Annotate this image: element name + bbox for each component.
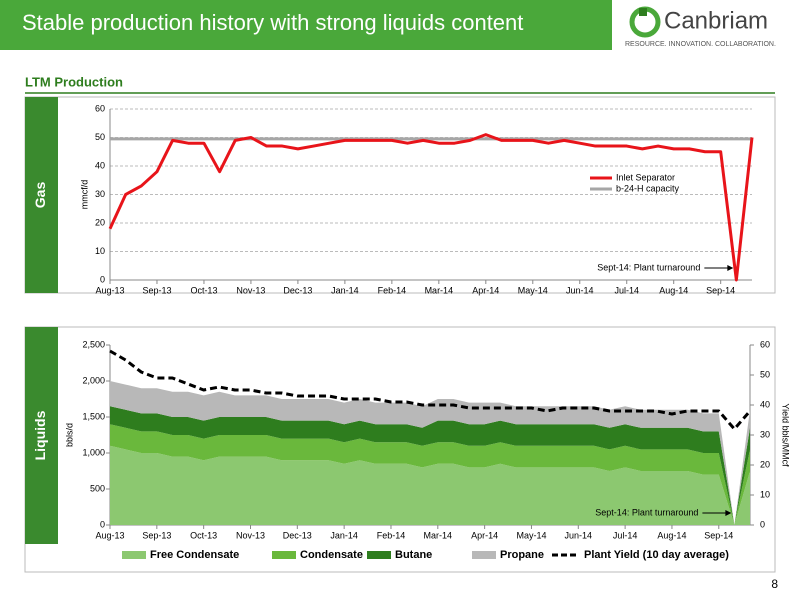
y-tick-label: 40 (95, 160, 105, 170)
y2-tick-label: 50 (760, 369, 770, 379)
y-tick-label: 0 (100, 519, 105, 529)
x-tick-label: May-14 (518, 285, 548, 295)
x-tick-label: Nov-13 (236, 285, 265, 295)
x-tick-label: Mar-14 (424, 530, 453, 540)
stacked-area (110, 381, 750, 525)
panel-label-bar (25, 97, 58, 293)
y2-tick-label: 40 (760, 399, 770, 409)
legend-swatch (122, 551, 146, 559)
x-tick-label: Aug-14 (659, 285, 688, 295)
x-tick-label: Jan-14 (330, 530, 358, 540)
x-tick-label: May-14 (516, 530, 546, 540)
legend-swatch (367, 551, 391, 559)
page-number: 8 (771, 577, 778, 591)
legend-swatch (472, 551, 496, 559)
y-tick-label: 20 (95, 217, 105, 227)
legend-label: Butane (395, 549, 432, 561)
panel-label: Liquids (32, 410, 48, 460)
y2-tick-label: 0 (760, 519, 765, 529)
x-tick-label: Sep-13 (142, 285, 171, 295)
series-line (108, 133, 754, 282)
x-tick-label: Jul-14 (613, 530, 638, 540)
annotation-arrowhead (727, 265, 734, 271)
header-bar (0, 0, 612, 50)
y-tick-label: 2,000 (82, 375, 105, 385)
legend-swatch (272, 551, 296, 559)
logo-text: Canbriam (664, 7, 768, 34)
stacked-area (110, 406, 750, 525)
stacked-area (110, 445, 750, 525)
y-tick-label: 500 (90, 483, 105, 493)
logo-mark (639, 8, 647, 16)
x-tick-label: Jun-14 (565, 530, 593, 540)
annotation-arrowhead (725, 510, 732, 516)
x-tick-label: Apr-14 (471, 530, 498, 540)
y-tick-label: 2,500 (82, 339, 105, 349)
legend-label: b-24-H capacity (616, 183, 680, 193)
x-tick-label: Jan-14 (331, 285, 359, 295)
x-tick-label: Aug-14 (657, 530, 686, 540)
legend-label: Propane (500, 549, 544, 561)
slide-title: Stable production history with strong li… (22, 10, 523, 35)
logo-tagline: RESOURCE. INNOVATION. COLLABORATION. (625, 41, 776, 48)
y-tick-label: 1,000 (82, 447, 105, 457)
y-tick-label: 50 (95, 132, 105, 142)
y-axis-title: mmcf/d (79, 180, 89, 210)
x-tick-label: Aug-13 (95, 285, 124, 295)
logo: Canbriam RESOURCE. INNOVATION. COLLABORA… (625, 6, 776, 48)
x-tick-label: Aug-13 (95, 530, 124, 540)
x-tick-label: Sep-14 (704, 530, 733, 540)
x-tick-label: Sep-14 (706, 285, 735, 295)
y-tick-label: 0 (100, 274, 105, 284)
y-axis-title: bbls/d (64, 423, 74, 447)
y-tick-label: 60 (95, 103, 105, 113)
y2-tick-label: 10 (760, 489, 770, 499)
legend-label: Free Condensate (150, 549, 239, 561)
panel-label: Gas (32, 182, 48, 209)
x-tick-label: Jun-14 (566, 285, 594, 295)
x-tick-label: Feb-14 (378, 285, 407, 295)
series-line (109, 349, 752, 431)
y-tick-label: 1,500 (82, 411, 105, 421)
annotation: Sept-14: Plant turnaround (597, 262, 700, 272)
x-tick-label: Mar-14 (425, 285, 454, 295)
x-tick-label: Dec-13 (283, 285, 312, 295)
annotation: Sept-14: Plant turnaround (595, 507, 698, 517)
stacked-area (110, 424, 750, 525)
y2-tick-label: 20 (760, 459, 770, 469)
x-tick-label: Oct-13 (190, 530, 217, 540)
panel-label-bar (25, 327, 58, 544)
x-tick-label: Jul-14 (614, 285, 639, 295)
x-tick-label: Oct-13 (190, 285, 217, 295)
legend-label: Plant Yield (10 day average) (584, 549, 729, 561)
x-tick-label: Apr-14 (472, 285, 499, 295)
legend-label: Inlet Separator (616, 172, 675, 182)
x-tick-label: Nov-13 (236, 530, 265, 540)
y-tick-label: 10 (95, 246, 105, 256)
y2-tick-label: 60 (760, 339, 770, 349)
x-tick-label: Dec-13 (283, 530, 312, 540)
y-tick-label: 30 (95, 189, 105, 199)
y2-tick-label: 30 (760, 429, 770, 439)
y2-axis-title: Yield bbls/MMcf (781, 403, 791, 467)
legend-label: Condensate (300, 549, 363, 561)
x-tick-label: Feb-14 (377, 530, 406, 540)
x-tick-label: Sep-13 (142, 530, 171, 540)
section-title: LTM Production (25, 74, 123, 89)
